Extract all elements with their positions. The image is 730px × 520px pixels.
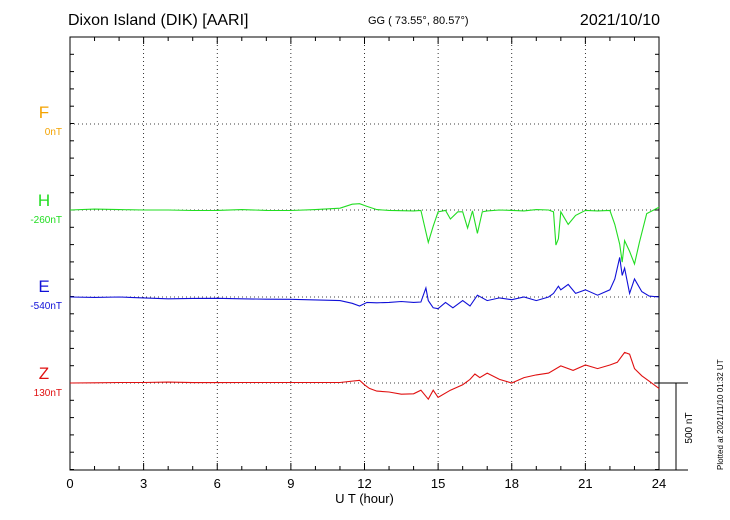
x-axis-label: U T (hour) [335, 491, 394, 506]
geo-coordinates: GG ( 73.55°, 80.57°) [368, 15, 469, 27]
x-tick-label: 6 [214, 476, 221, 491]
series-line-Z [69, 351, 660, 401]
x-tick-label: 0 [66, 476, 73, 491]
x-tick-label: 21 [578, 476, 592, 491]
series-line-E [69, 257, 660, 310]
x-tick-label: 3 [140, 476, 147, 491]
series-baseline-F: 0nT [45, 127, 62, 138]
station-title: Dixon Island (DIK) [AARI] [68, 12, 249, 29]
chart-date: 2021/10/10 [579, 12, 660, 29]
x-tick-label: 15 [431, 476, 445, 491]
scale-bar-label: 500 nT [684, 412, 695, 443]
plotted-timestamp: Plotted at 2021/11/10 01:32 UT [716, 359, 725, 470]
series-baseline-Z: 130nT [34, 388, 62, 399]
series-name-H: H [38, 191, 50, 210]
x-tick-label: 24 [652, 476, 666, 491]
series-baseline-H: -260nT [30, 215, 62, 226]
x-tick-label: 9 [287, 476, 294, 491]
series-baseline-E: -540nT [30, 301, 62, 312]
series-line-H [69, 203, 660, 266]
x-tick-label: 18 [505, 476, 519, 491]
series-name-F: F [39, 103, 49, 122]
x-tick-label: 12 [357, 476, 371, 491]
series-name-E: E [38, 277, 49, 296]
series-name-Z: Z [39, 364, 49, 383]
